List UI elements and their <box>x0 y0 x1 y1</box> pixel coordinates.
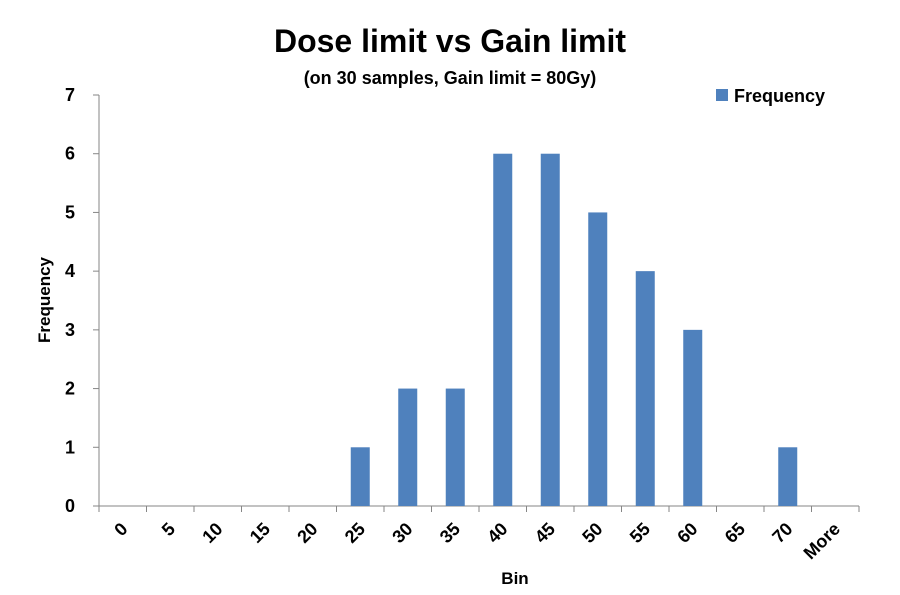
x-tick-label: 30 <box>388 519 416 547</box>
bar <box>398 388 418 506</box>
x-axis-label: Bin <box>501 569 528 588</box>
x-tick-label: 65 <box>721 519 749 547</box>
x-tick-label: 25 <box>341 519 369 547</box>
chart-subtitle: (on 30 samples, Gain limit = 80Gy) <box>304 68 597 88</box>
bar <box>350 447 370 506</box>
x-tick-label: 45 <box>531 519 559 547</box>
x-tick-label: 40 <box>483 519 511 547</box>
y-tick-label: 6 <box>65 144 75 164</box>
x-tick-label: 15 <box>246 519 274 547</box>
y-tick-label: 7 <box>65 85 75 105</box>
x-tick-label: 70 <box>768 519 796 547</box>
x-tick-label: 5 <box>158 519 179 540</box>
x-tick-label: More <box>800 519 845 564</box>
y-axis-label: Frequency <box>35 256 54 343</box>
y-tick-label: 4 <box>65 261 75 281</box>
bar <box>493 153 513 506</box>
y-tick-label: 3 <box>65 320 75 340</box>
bar <box>445 388 465 506</box>
chart-title: Dose limit vs Gain limit <box>274 23 626 59</box>
y-tick-label: 5 <box>65 202 75 222</box>
x-tick-label: 10 <box>198 519 226 547</box>
legend-label: Frequency <box>734 86 825 106</box>
x-tick-label: 20 <box>293 519 321 547</box>
x-tick-label: 50 <box>578 519 606 547</box>
legend: Frequency <box>716 86 825 106</box>
y-tick-label: 1 <box>65 437 75 457</box>
bar <box>540 153 560 506</box>
bar <box>683 329 703 506</box>
x-tick-label: 0 <box>110 519 131 540</box>
bar <box>588 212 608 506</box>
bar <box>778 447 798 506</box>
x-tick-label: 35 <box>436 519 464 547</box>
y-tick-label: 2 <box>65 379 75 399</box>
x-tick-label: 55 <box>626 519 654 547</box>
y-tick-label: 0 <box>65 496 75 516</box>
legend-swatch <box>716 89 728 101</box>
bar <box>635 271 655 506</box>
x-tick-label: 60 <box>673 519 701 547</box>
